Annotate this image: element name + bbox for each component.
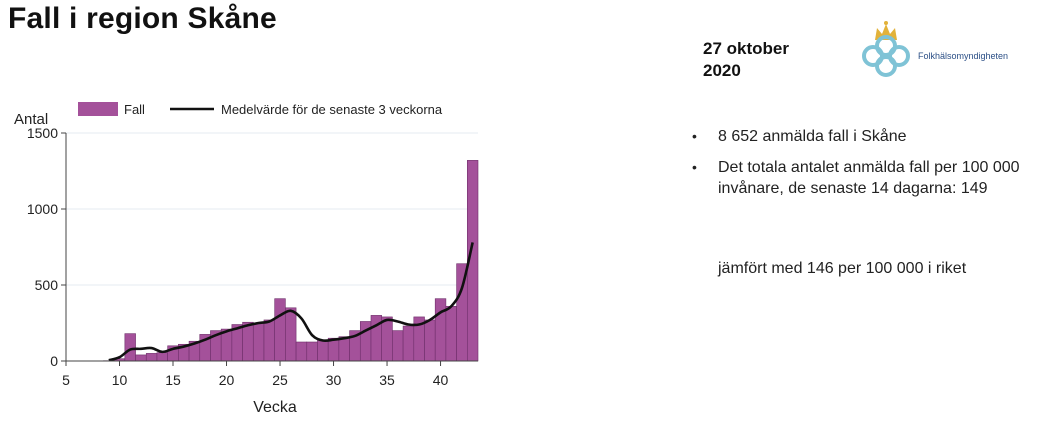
bar-week-25	[274, 298, 286, 362]
x-tick-label: 20	[219, 372, 235, 388]
bullet-cases-per-100k: Det totala antalet anmälda fall per 100 …	[690, 157, 1035, 199]
bar-week-31	[338, 336, 350, 362]
y-tick-label: 1500	[27, 125, 58, 141]
chart-legend: Fall Medelvärde för de senaste 3 veckorn…	[78, 102, 443, 117]
bar-week-14	[156, 352, 168, 362]
x-tick-label: 40	[433, 372, 449, 388]
bar-week-29	[317, 339, 329, 362]
bar-week-11	[124, 333, 136, 362]
bar-week-36	[392, 330, 404, 362]
chart-y-ticks: 0 500 1000 1500	[27, 125, 66, 369]
legend-label-line: Medelvärde för de senaste 3 veckorna	[221, 102, 443, 117]
bullet-total-cases: 8 652 anmälda fall i Skåne	[690, 126, 1035, 147]
legend-label-fall: Fall	[124, 102, 145, 117]
cases-chart: 0 500 1000 1500 5 10 15 20 25 30 35 40 Antal Vecka…	[14, 102, 479, 416]
x-tick-label: 10	[112, 372, 128, 388]
logo-text: Folkhälsomyndigheten	[918, 51, 1009, 61]
bar-week-13	[145, 353, 158, 362]
y-tick-label: 0	[50, 353, 58, 369]
date-line-2: 2020	[703, 61, 741, 80]
bar-week-12	[135, 354, 147, 362]
page-title: Fall i region Skåne	[8, 2, 277, 35]
slide-date: 27 oktober 2020	[703, 38, 789, 82]
bar-week-40	[434, 298, 447, 362]
bar-week-24	[263, 319, 275, 362]
chart-average-line	[108, 242, 474, 362]
comparison-text: jämfört med 146 per 100 000 i riket	[718, 260, 967, 277]
info-bullet-list: 8 652 anmälda fall i Skåne Det totala an…	[690, 126, 1035, 209]
bar-week-26	[285, 307, 297, 362]
date-line-1: 27 oktober	[703, 39, 789, 58]
y-tick-label: 1000	[27, 201, 58, 217]
bar-week-37	[402, 325, 415, 362]
x-tick-label: 15	[165, 372, 181, 388]
x-tick-label: 35	[379, 372, 395, 388]
x-tick-label: 30	[326, 372, 342, 388]
chart-gridlines	[66, 132, 478, 286]
bar-week-28	[306, 341, 318, 362]
bar-week-23	[252, 322, 265, 362]
folkhalsomyndigheten-logo	[862, 21, 910, 77]
bar-week-27	[295, 341, 308, 362]
logo-rings-icon	[862, 35, 910, 77]
x-tick-label: 25	[272, 372, 288, 388]
chart-x-label: Vecka	[253, 399, 297, 416]
y-tick-label: 500	[35, 277, 59, 293]
chart-bars	[103, 160, 479, 362]
bar-week-30	[327, 337, 340, 362]
legend-swatch-fall	[78, 102, 118, 116]
bar-week-41	[445, 305, 457, 362]
chart-y-label: Antal	[14, 111, 48, 128]
x-tick-label: 5	[62, 372, 70, 388]
bar-week-39	[424, 319, 436, 362]
logo-crown-icon	[875, 21, 897, 40]
bar-week-35	[381, 316, 393, 362]
bar-week-22	[242, 321, 254, 362]
chart-x-ticks: 5 10 15 20 25 30 35 40	[62, 361, 449, 388]
